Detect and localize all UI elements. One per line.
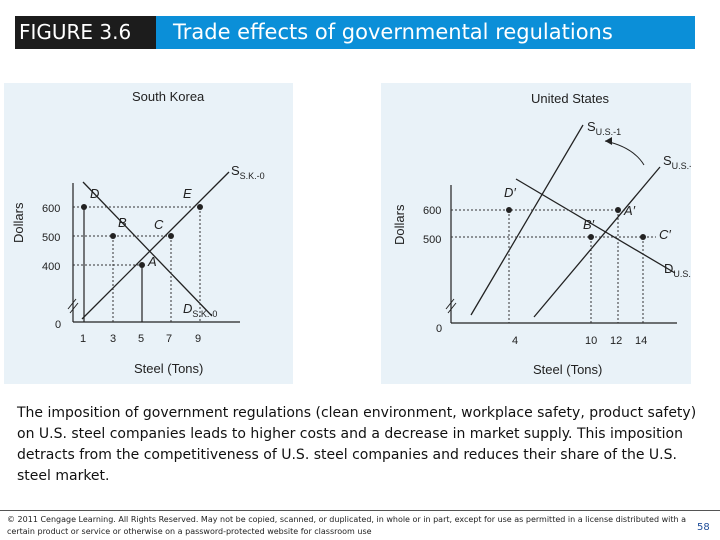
us-point-b-prime [588, 234, 594, 240]
us-xtick-12: 12 [610, 335, 622, 347]
sk-label-e: E [183, 186, 192, 201]
sk-xtick-7: 7 [166, 333, 172, 345]
south-korea-diagram: South Korea Dollars Steel (Tons) 600 500… [11, 89, 265, 376]
sk-demand-label: DS.K.-0 [183, 301, 217, 319]
sk-xtick-9: 9 [195, 333, 201, 345]
sk-ylabel: Dollars [11, 202, 26, 243]
title-bar: FIGURE 3.6 Trade effects of governmental… [15, 16, 695, 49]
sk-label-d: D [90, 186, 99, 201]
sk-ytick-600: 600 [42, 203, 60, 215]
united-states-panel: United States Dollars Steel (Tons) 600 5… [381, 83, 691, 384]
us-axis-break [445, 298, 457, 314]
sk-title: South Korea [132, 89, 205, 104]
us-ylabel: Dollars [392, 204, 407, 245]
sk-point-e [197, 204, 203, 210]
us-supply-0-curve [533, 166, 661, 318]
figure-caption: The imposition of government regulations… [17, 405, 697, 484]
us-demand-label: DU.S.-0 [664, 261, 691, 279]
us-xtick-10: 10 [585, 335, 597, 347]
us-point-a-prime [615, 207, 621, 213]
sk-label-c: C [154, 217, 164, 232]
united-states-diagram: United States Dollars Steel (Tons) 600 5… [392, 91, 691, 377]
sk-point-d [81, 204, 87, 210]
figure-label: FIGURE 3.6 [15, 16, 156, 49]
us-point-c-prime [640, 234, 646, 240]
us-ytick-500: 500 [423, 234, 441, 246]
south-korea-panel: South Korea Dollars Steel (Tons) 600 500… [4, 83, 293, 384]
sk-origin: 0 [55, 319, 61, 331]
sk-ytick-500: 500 [42, 232, 60, 244]
page-number: 58 [697, 522, 710, 533]
sk-ytick-400: 400 [42, 261, 60, 273]
sk-supply-label: SS.K.-0 [231, 163, 265, 181]
us-supply-1-curve [470, 124, 584, 316]
us-point-d-prime [506, 207, 512, 213]
us-supply-0-label: SU.S.-0 [663, 153, 691, 171]
sk-xtick-5: 5 [138, 333, 144, 345]
copyright-notice: © 2011 Cengage Learning. All Rights Rese… [7, 515, 686, 536]
sk-axis-break [67, 298, 79, 314]
sk-point-a [139, 262, 145, 268]
sk-demand-curve [82, 181, 213, 317]
sk-label-b: B [118, 215, 127, 230]
sk-xlabel: Steel (Tons) [134, 361, 203, 376]
us-xtick-14: 14 [635, 335, 647, 347]
us-label-a-prime: A′ [623, 203, 636, 218]
sk-xtick-3: 3 [110, 333, 116, 345]
figure-title: Trade effects of governmental regulation… [173, 20, 613, 44]
sk-point-c [168, 233, 174, 239]
us-ytick-600: 600 [423, 205, 441, 217]
us-label-c-prime: C′ [659, 227, 671, 242]
us-label-b-prime: B′ [583, 217, 595, 232]
us-xlabel: Steel (Tons) [533, 362, 602, 377]
us-label-d-prime: D′ [504, 185, 516, 200]
us-supply-1-label: SU.S.-1 [587, 119, 621, 137]
sk-label-a: A [147, 254, 157, 269]
sk-xtick-1: 1 [80, 333, 86, 345]
us-demand-curve [515, 178, 676, 274]
us-xtick-4: 4 [512, 335, 518, 347]
supply-shift-arrow [604, 140, 645, 166]
sk-point-b [110, 233, 116, 239]
sk-supply-curve [81, 171, 230, 320]
supply-shift-arrowhead [605, 137, 612, 145]
us-title: United States [531, 91, 610, 106]
footer-divider [0, 510, 720, 511]
us-origin: 0 [436, 323, 442, 335]
